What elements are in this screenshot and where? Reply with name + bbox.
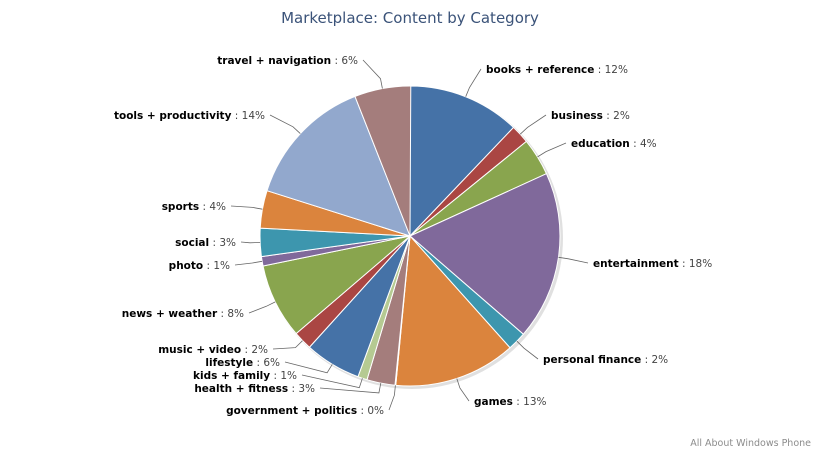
label-connector: [272, 340, 303, 350]
slice-label: health + fitness : 3%: [194, 383, 315, 395]
slice-label: business : 2%: [551, 110, 630, 122]
slice-labels: books + reference : 12% business : 2% educ…: [114, 55, 712, 417]
slice-label: music + video : 2%: [158, 344, 268, 356]
slice-label: personal finance : 2%: [543, 354, 668, 366]
slice-label: tools + productivity : 14%: [114, 110, 265, 122]
slice-label: kids + family : 1%: [193, 370, 297, 382]
label-connector: [319, 383, 382, 394]
label-connector: [465, 68, 482, 97]
label-connector: [248, 301, 276, 314]
label-connector: [234, 260, 263, 266]
slice-label: books + reference : 12%: [486, 64, 628, 76]
label-connector: [230, 205, 263, 210]
label-connector: [519, 114, 547, 135]
label-connector: [240, 241, 261, 244]
label-connector: [456, 378, 470, 402]
label-connector: [301, 374, 363, 389]
label-connector: [537, 142, 567, 158]
slice-label: games : 13%: [474, 396, 546, 408]
label-connector: [269, 114, 301, 134]
label-connector: [558, 256, 589, 264]
slice-label: social : 3%: [175, 237, 236, 249]
slice-label: government + politics : 0%: [226, 405, 384, 417]
slice-label: education : 4%: [571, 138, 657, 150]
label-connector: [388, 385, 396, 411]
pie-slice[interactable]: [395, 235, 511, 387]
label-connectors: [230, 59, 589, 411]
slice-label: news + weather : 8%: [122, 308, 244, 320]
pie-slices: [259, 85, 561, 387]
pie-slice[interactable]: [409, 85, 515, 237]
chart-credit: All About Windows Phone: [690, 438, 811, 449]
slice-label: photo : 1%: [169, 260, 230, 272]
pie-slice[interactable]: [266, 95, 411, 237]
chart-title: Marketplace: Content by Category: [281, 9, 539, 27]
slice-label: travel + navigation : 6%: [217, 55, 358, 67]
slice-label: sports : 4%: [162, 201, 226, 213]
label-connector: [284, 361, 333, 374]
label-connector: [362, 59, 383, 89]
pie-slice[interactable]: [409, 173, 561, 335]
label-connector: [516, 340, 539, 360]
slice-label: lifestyle : 6%: [205, 357, 280, 369]
slice-label: entertainment : 18%: [593, 258, 712, 270]
